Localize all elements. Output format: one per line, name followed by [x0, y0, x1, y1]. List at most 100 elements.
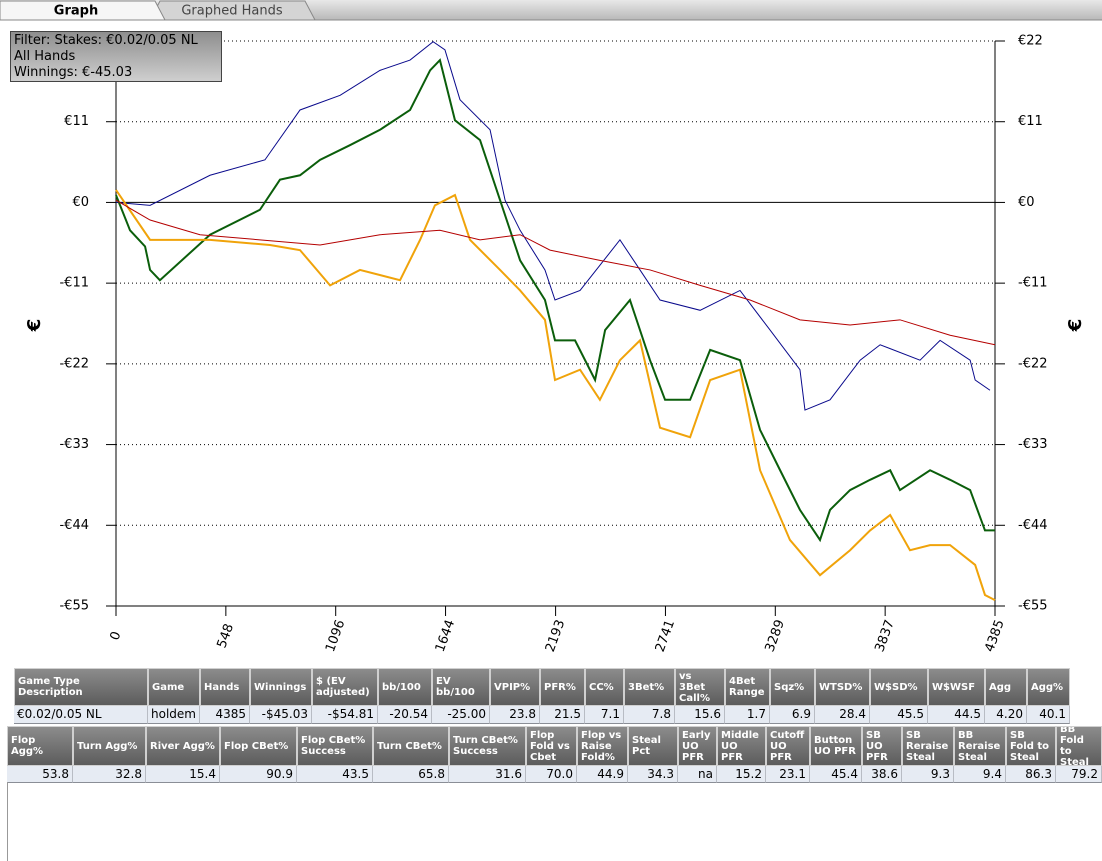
x-tick-label: 0 — [108, 630, 125, 643]
table-cell: 7.8 — [624, 706, 675, 724]
table-cell: 34.3 — [628, 766, 678, 783]
column-header: $ (EV adjusted) — [312, 668, 378, 706]
column-header: Agg — [985, 668, 1027, 706]
table-cell: 44.5 — [928, 706, 985, 724]
column-header: SB Fold to Steal — [1006, 726, 1056, 766]
column-header: VPIP% — [490, 668, 540, 706]
y-tick-label: €11 — [64, 114, 89, 129]
x-tick-label: 3289 — [763, 618, 788, 654]
table-cell: 53.8 — [7, 766, 73, 783]
column-header: Agg% — [1027, 668, 1070, 706]
column-header: River Agg% — [146, 726, 220, 766]
table-cell: -20.54 — [378, 706, 432, 724]
table-cell: 40.1 — [1027, 706, 1070, 724]
series-line — [115, 58, 995, 543]
table-cell: 4.20 — [985, 706, 1027, 724]
table-cell: 4385 — [200, 706, 250, 724]
column-header: Button UO PFR — [810, 726, 862, 766]
table-cell: 23.8 — [490, 706, 540, 724]
table-cell: 43.5 — [297, 766, 373, 783]
y2-tick-label: €0 — [1018, 195, 1035, 210]
y2-tick-label: €22 — [1018, 34, 1043, 49]
column-header: SB UO PFR — [862, 726, 902, 766]
column-header: Game Type Description — [14, 668, 148, 706]
column-header: Turn CBet% — [373, 726, 449, 766]
column-header: Winnings — [250, 668, 312, 706]
table-cell: 15.2 — [717, 766, 766, 783]
tab-graph[interactable]: Graph — [54, 4, 98, 19]
table-cell: €0.02/0.05 NL — [14, 706, 148, 724]
x-tick-label: 1096 — [323, 618, 348, 654]
y-tick-label: -€22 — [59, 356, 89, 371]
table-cell: 44.9 — [577, 766, 628, 783]
column-header: W$SD% — [870, 668, 928, 706]
column-header: Flop Agg% — [7, 726, 73, 766]
column-header: Early UO PFR — [678, 726, 717, 766]
column-header: Middle UO PFR — [717, 726, 766, 766]
table-cell: 45.5 — [870, 706, 928, 724]
column-header: Sqz% — [770, 668, 815, 706]
table-cell: 15.4 — [146, 766, 220, 783]
x-tick-label: 2193 — [543, 618, 568, 654]
column-header: PFR% — [540, 668, 585, 706]
column-header: W$WSF — [928, 668, 985, 706]
y2-tick-label: -€22 — [1018, 356, 1048, 371]
column-header: Turn Agg% — [73, 726, 146, 766]
series-line — [115, 199, 996, 346]
filter-line: Winnings: €-45.03 — [14, 65, 133, 80]
table-cell: 9.4 — [954, 766, 1006, 783]
column-header: BB Reraise Steal — [954, 726, 1006, 766]
y-tick-label: €0 — [72, 195, 89, 210]
table-cell: 9.3 — [902, 766, 954, 783]
table-cell: 31.6 — [449, 766, 526, 783]
y-tick-label: -€44 — [59, 518, 89, 533]
table-cell: holdem — [148, 706, 200, 724]
x-tick-label: 548 — [215, 622, 238, 650]
column-header: Steal Pct — [628, 726, 678, 766]
tab-graphed-hands[interactable]: Graphed Hands — [181, 4, 282, 19]
column-header: Hands — [200, 668, 250, 706]
y2-tick-label: -€55 — [1018, 599, 1048, 614]
table-cell: 45.4 — [810, 766, 862, 783]
table-cell: 6.9 — [770, 706, 815, 724]
column-header: WTSD% — [815, 668, 870, 706]
plot-area: €22€11€0-€11-€22-€33-€44-€55€22€11€0-€11… — [24, 34, 1086, 655]
column-header: EV bb/100 — [432, 668, 490, 706]
table-cell: 15.6 — [675, 706, 725, 724]
table-cell: 86.3 — [1006, 766, 1056, 783]
y2-tick-label: -€33 — [1018, 437, 1048, 452]
table-cell: 32.8 — [73, 766, 146, 783]
series-line — [115, 189, 996, 602]
table-cell: 7.1 — [585, 706, 624, 724]
column-header: 4Bet Range — [725, 668, 770, 706]
graph-panel: Graph Graphed Hands €22 €11 €0 -€11 -€22 -€33… — [0, 0, 1102, 655]
column-header: Turn CBet% Success — [449, 726, 526, 766]
y-tick-label: -€55 — [59, 599, 89, 614]
column-header: BB Fold to Steal — [1056, 726, 1102, 766]
column-header: Flop Fold vs Cbet — [526, 726, 577, 766]
y2-tick-label: -€11 — [1018, 276, 1048, 291]
column-header: SB Reraise Steal — [902, 726, 954, 766]
filter-line: Filter: Stakes: €0.02/0.05 NL — [14, 33, 198, 48]
table-cell: -25.00 — [432, 706, 490, 724]
table-cell: na — [678, 766, 717, 783]
panel-border — [7, 782, 8, 861]
column-header: Flop CBet% Success — [297, 726, 373, 766]
y-axis-label: € — [24, 319, 45, 333]
y2-tick-label: -€44 — [1018, 518, 1048, 533]
column-header: Flop vs Raise Fold% — [577, 726, 628, 766]
table-cell: -$54.81 — [312, 706, 378, 724]
table-cell: 38.6 — [862, 766, 902, 783]
filter-line: All Hands — [14, 49, 76, 64]
column-header: bb/100 — [378, 668, 432, 706]
table-cell: 23.1 — [766, 766, 810, 783]
table-cell: 79.2 — [1056, 766, 1102, 783]
x-tick-label: 1644 — [433, 618, 458, 654]
table-cell: 21.5 — [540, 706, 585, 724]
filter-box: Filter: Stakes: €0.02/0.05 NL All Hands … — [10, 31, 222, 82]
series-line — [115, 41, 991, 411]
y-tick-label: -€33 — [59, 437, 89, 452]
y-tick-label: -€11 — [59, 276, 89, 291]
table-cell: 28.4 — [815, 706, 870, 724]
